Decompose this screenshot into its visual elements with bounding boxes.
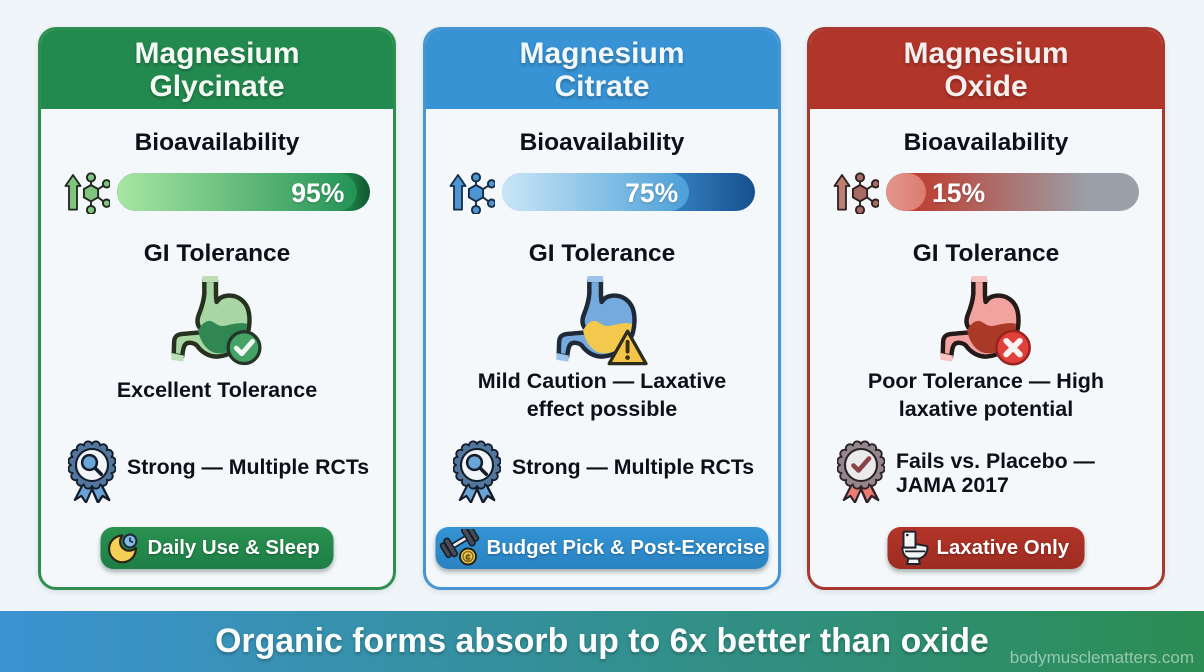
- svg-text:¢: ¢: [465, 552, 471, 563]
